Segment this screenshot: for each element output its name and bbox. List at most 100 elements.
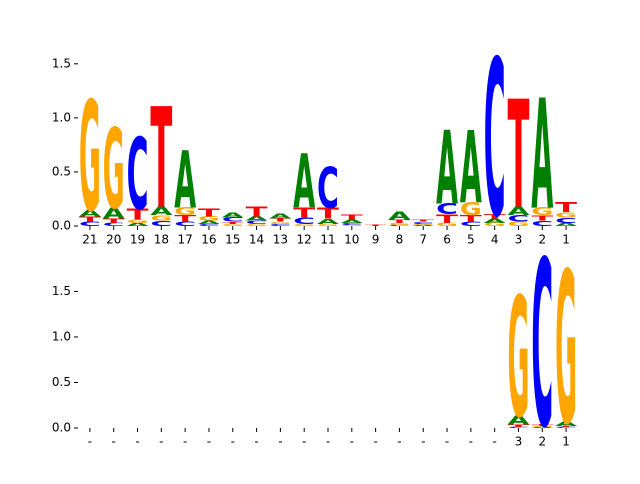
letter: C [508, 214, 530, 224]
y-tick-label: 1.5 [52, 56, 71, 70]
letter: A [127, 222, 149, 227]
letter-glyph: A [555, 420, 577, 427]
letter: T [460, 213, 482, 224]
x-tick-label: 3 [515, 233, 523, 247]
letter-glyph: C [79, 221, 101, 228]
letter: C [555, 427, 577, 428]
letter-glyph: T [388, 219, 410, 224]
letter-glyph: A [127, 222, 149, 227]
x-tick-label: - [421, 435, 425, 449]
letter-glyph: T [222, 221, 245, 224]
x-tick-label: 12 [297, 233, 312, 247]
letter-glyph: T [269, 218, 291, 223]
letter: G [246, 223, 268, 226]
y-tick-label: 1.5 [52, 284, 71, 298]
letter-glyph: C [317, 155, 339, 221]
letter-glyph: A [79, 208, 102, 218]
letter: G [555, 211, 577, 220]
x-tick-label: 14 [249, 233, 264, 247]
letter-glyph: T [103, 218, 125, 225]
letter: C [388, 225, 410, 227]
letter-glyph: G [246, 223, 268, 226]
x-tick-label: 16 [201, 233, 216, 247]
x-tick-label: 21 [82, 233, 97, 247]
letter-glyph: T [317, 205, 339, 222]
letter: G [555, 229, 577, 472]
letter: A [508, 205, 530, 219]
x-tick-label: - [135, 435, 139, 449]
letter-glyph: T [150, 78, 172, 239]
letter-glyph: C [508, 214, 530, 224]
letter-glyph: T [508, 71, 530, 242]
letter: C [412, 221, 434, 224]
letter: A [293, 140, 315, 226]
y-tick-label: 0.0 [52, 219, 71, 233]
letter: G [317, 223, 339, 226]
letter-glyph: T [412, 219, 435, 222]
letter-glyph: T [484, 213, 506, 220]
letter-glyph: A [103, 205, 126, 222]
letter: A [531, 427, 554, 428]
x-tick-label: 18 [154, 233, 169, 247]
letter: T [79, 215, 101, 224]
letter: G [508, 263, 530, 454]
letter-glyph: G [388, 222, 410, 225]
letter: A [388, 210, 411, 222]
letter-glyph: A [508, 414, 530, 428]
letter-glyph: C [412, 221, 434, 224]
letter-glyph: G [555, 211, 577, 220]
letter: T [103, 218, 125, 225]
letter: A [222, 211, 244, 220]
letter-glyph: G [198, 215, 220, 222]
letter-glyph: C [531, 220, 553, 229]
letter-glyph: A [150, 205, 172, 219]
x-tick-label: 6 [443, 233, 451, 247]
letter: T [150, 78, 172, 239]
letter: A [317, 217, 339, 226]
letter: A [484, 217, 506, 224]
y-tick-label: 0.5 [52, 164, 71, 178]
letter: C [436, 200, 458, 218]
letter-glyph: G [460, 200, 482, 220]
x-tick-label: 1 [562, 233, 570, 247]
letter-glyph: A [246, 215, 268, 222]
letter-glyph: A [412, 225, 435, 227]
letter-glyph: G [508, 263, 530, 454]
letter: C [317, 155, 339, 221]
x-tick-label: 19 [130, 233, 145, 247]
letter: C [79, 221, 101, 228]
letter-glyph: C [460, 221, 482, 228]
x-tick-label: 20 [106, 233, 121, 247]
x-tick-label: - [373, 435, 377, 449]
letter-glyph: C [150, 220, 172, 229]
x-tick-label: - [302, 435, 306, 449]
letter: G [198, 215, 220, 222]
letter: C [269, 223, 291, 226]
letter: T [508, 71, 530, 242]
x-tick-label: 9 [372, 233, 380, 247]
letter: A [79, 208, 102, 218]
letter-glyph: A [388, 210, 411, 222]
letter-glyph: G [127, 219, 149, 224]
letter-glyph: T [293, 205, 315, 221]
letter-glyph: G [436, 222, 458, 227]
letter: C [293, 216, 315, 226]
letter-glyph: C [484, 17, 506, 266]
letter-glyph: C [555, 216, 577, 225]
letter: C [531, 220, 553, 229]
letter: C [127, 119, 149, 233]
letter-glyph: G [531, 426, 553, 427]
letter-glyph: T [508, 424, 530, 428]
letter-glyph: A [460, 111, 482, 227]
letter-glyph: T [436, 212, 459, 226]
letter-glyph: G [317, 223, 339, 226]
letter-glyph: T [198, 207, 221, 219]
letter: T [531, 214, 553, 223]
letter: G [508, 220, 530, 227]
letter-glyph: C [555, 427, 577, 428]
letter: G [150, 214, 172, 223]
letter: A [174, 134, 196, 226]
letter-glyph: G [555, 229, 577, 472]
x-tick-label: - [469, 435, 473, 449]
letter-glyph: A [555, 222, 577, 227]
